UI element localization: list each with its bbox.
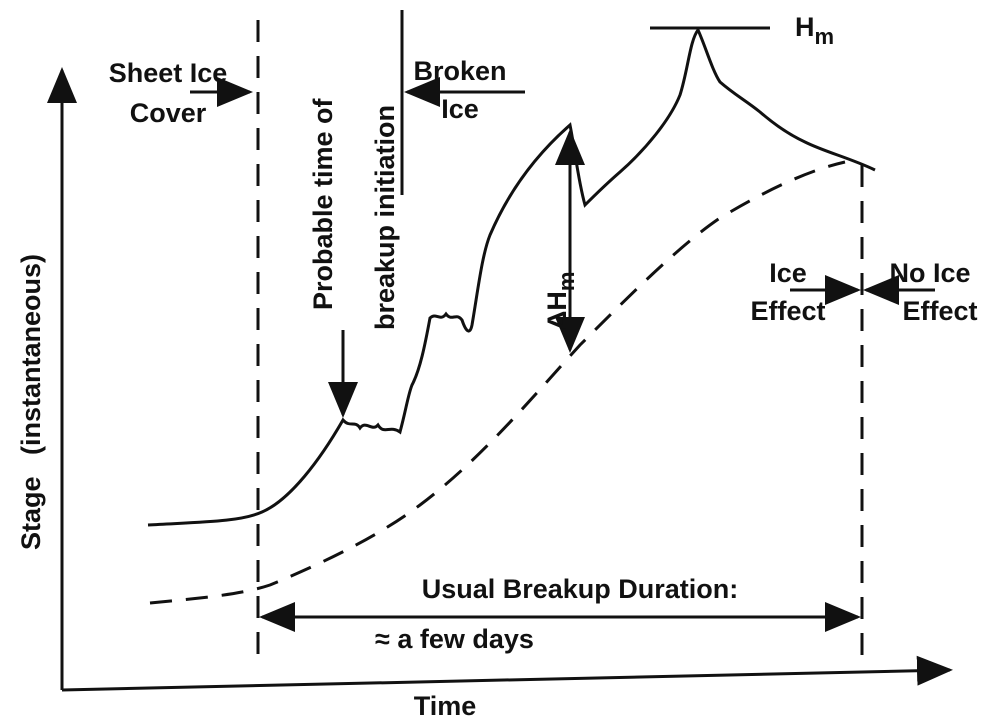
label: Sheet Ice	[109, 58, 228, 88]
normal-curve	[149, 160, 846, 605]
label: ≈ a few days	[375, 624, 534, 654]
label: Usual Breakup Duration:	[422, 574, 739, 604]
label: Broken	[413, 56, 506, 86]
peak-label: Hm	[795, 12, 834, 49]
stage-curve	[147, 27, 876, 527]
label: Cover	[130, 98, 207, 128]
label: Effect	[750, 296, 825, 326]
label: Ice	[769, 258, 807, 288]
y-axis-label: (instantaneous)	[16, 254, 46, 455]
label: Ice	[441, 94, 479, 124]
x-axis	[61, 655, 953, 692]
y-axis-label: Stage	[16, 476, 46, 550]
label: ΔH	[542, 291, 572, 330]
x-axis-label: Time	[414, 691, 477, 721]
label: m	[815, 24, 835, 49]
label: No Ice	[889, 258, 970, 288]
label: Effect	[902, 296, 977, 326]
label: breakup initiation	[370, 105, 400, 330]
label: m	[554, 272, 579, 292]
delta-label: ΔHm	[542, 272, 579, 330]
label: H	[795, 12, 815, 42]
label: Probable time of	[308, 97, 338, 310]
